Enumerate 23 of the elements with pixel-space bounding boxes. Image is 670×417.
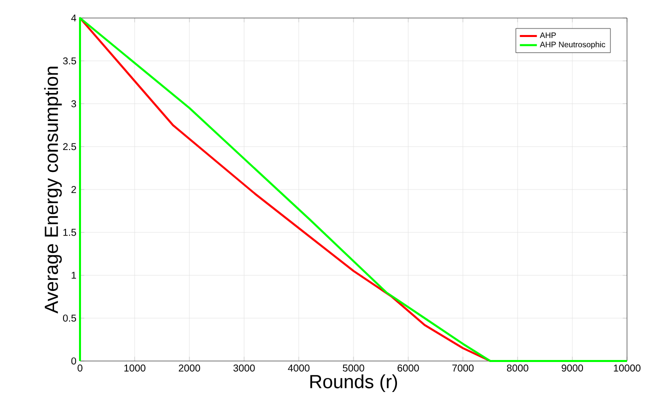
x-tick-label: 1000 [124, 364, 146, 372]
x-tick-label: 10000 [614, 364, 640, 372]
x-tick-label: 2000 [178, 364, 200, 372]
x-tick-label: 4000 [288, 364, 310, 372]
x-axis-title: Rounds (r) [310, 374, 397, 392]
x-tick-label: 5000 [342, 364, 364, 372]
x-tick-label: 8000 [506, 364, 528, 372]
y-tick-label: 1 [72, 272, 76, 279]
x-tick-label: 0 [78, 364, 82, 372]
y-tick-label: 0 [71, 357, 76, 365]
y-tick-label: 3 [71, 100, 76, 108]
x-tick-label: 6000 [398, 364, 419, 372]
x-tick-label: 3000 [233, 364, 255, 372]
x-tick-label: 7000 [452, 364, 474, 372]
x-tick-label: 9000 [562, 364, 583, 372]
y-tick-label: 1.5 [63, 228, 76, 236]
y-tick-label: 2.5 [63, 143, 76, 150]
line-series [79, 17, 628, 362]
y-tick-label: 0.5 [63, 314, 76, 322]
y-tick-label: 4 [71, 14, 76, 22]
y-tick-label: 3.5 [63, 57, 76, 64]
y-axis-title: Average Energy consumption [44, 66, 62, 314]
y-tick-label: 2 [71, 186, 76, 193]
